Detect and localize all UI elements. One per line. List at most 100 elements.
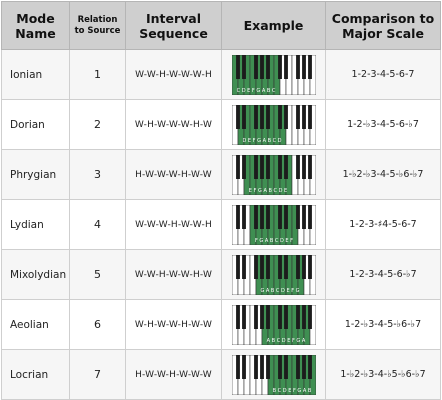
table-row: Locrian 7 H-W-W-H-W-W-W B C D E F G A B 1-♭2… bbox=[1, 349, 441, 400]
black-key bbox=[301, 204, 306, 229]
black-key bbox=[241, 104, 246, 129]
header-row: Mode Name Relation to Source Interval Se… bbox=[1, 1, 441, 50]
black-key bbox=[295, 54, 300, 79]
example-cell: G A B C D E F G bbox=[221, 249, 326, 300]
mode-name-cell: Locrian bbox=[1, 349, 70, 400]
black-key bbox=[295, 254, 300, 279]
black-key bbox=[253, 154, 258, 179]
black-key bbox=[235, 104, 240, 129]
piano-keyboard-illustration: C D E F G A B C bbox=[231, 54, 316, 95]
black-key bbox=[283, 254, 288, 279]
black-key bbox=[241, 204, 246, 229]
piano-keyboard-illustration: D E F G A B C D bbox=[231, 104, 316, 145]
major-scale-comparison-cell: 1-2-♭3-4-5-6-♭7 bbox=[325, 99, 441, 150]
black-key bbox=[307, 104, 312, 129]
black-key bbox=[265, 354, 270, 379]
header-interval: Interval Sequence bbox=[125, 1, 222, 50]
interval-sequence-cell: H-W-W-W-H-W-W bbox=[125, 149, 222, 200]
black-key bbox=[307, 254, 312, 279]
relation-cell: 6 bbox=[69, 299, 126, 350]
header-comparison: Comparison to Major Scale bbox=[325, 1, 441, 50]
table-row: Aeolian 6 W-H-W-W-H-W-W A B C D E F G A 1-2-… bbox=[1, 299, 441, 350]
major-scale-comparison-cell: 1-2-3-♯4-5-6-7 bbox=[325, 199, 441, 250]
mode-name-cell: Lydian bbox=[1, 199, 70, 250]
example-cell: A B C D E F G A bbox=[221, 299, 326, 350]
black-key bbox=[265, 254, 270, 279]
black-key bbox=[235, 154, 240, 179]
black-key bbox=[253, 54, 258, 79]
black-key bbox=[235, 354, 240, 379]
interval-sequence-cell: W-H-W-W-H-W-W bbox=[125, 299, 222, 350]
example-cell: C D E F G A B C bbox=[221, 49, 326, 100]
major-scale-comparison-cell: 1-2-3-4-5-6-♭7 bbox=[325, 249, 441, 300]
black-key bbox=[307, 204, 312, 229]
interval-sequence-cell: W-W-H-W-W-W-H bbox=[125, 49, 222, 100]
mode-name-cell: Dorian bbox=[1, 99, 70, 150]
black-key bbox=[265, 204, 270, 229]
black-key bbox=[301, 254, 306, 279]
example-cell: B C D E F G A B bbox=[221, 349, 326, 400]
keyboard-note-labels: E F G A B C D E bbox=[248, 188, 286, 194]
keyboard-note-labels: A B C D E F G A bbox=[266, 338, 305, 344]
mode-name-cell: Aeolian bbox=[1, 299, 70, 350]
major-scale-comparison-cell: 1-♭2-♭3-4-5-♭6-♭7 bbox=[325, 149, 441, 200]
black-key bbox=[301, 104, 306, 129]
black-key bbox=[259, 104, 264, 129]
piano-keyboard-illustration: E F G A B C D E bbox=[231, 154, 316, 195]
header-example: Example bbox=[221, 1, 326, 50]
example-cell: F G A B C D E F bbox=[221, 199, 326, 250]
black-key bbox=[283, 154, 288, 179]
black-key bbox=[277, 354, 282, 379]
example-cell: E F G A B C D E bbox=[221, 149, 326, 200]
black-key bbox=[283, 204, 288, 229]
keyboard-note-labels: B C D E F G A B bbox=[272, 388, 311, 394]
table-row: Dorian 2 W-H-W-W-W-H-W D E F G A B C D 1-2-♭… bbox=[1, 99, 441, 150]
black-key bbox=[259, 54, 264, 79]
relation-cell: 5 bbox=[69, 249, 126, 300]
interval-sequence-cell: H-W-W-H-W-W-W bbox=[125, 349, 222, 400]
black-key bbox=[253, 254, 258, 279]
black-key bbox=[259, 354, 264, 379]
major-scale-comparison-cell: 1-2-♭3-4-5-♭6-♭7 bbox=[325, 299, 441, 350]
major-scale-comparison-cell: 1-♭2-♭3-4-♭5-♭6-♭7 bbox=[325, 349, 441, 400]
relation-cell: 1 bbox=[69, 49, 126, 100]
black-key bbox=[253, 204, 258, 229]
relation-cell: 2 bbox=[69, 99, 126, 150]
keyboard-note-labels: F G A B C D E F bbox=[254, 238, 292, 244]
black-key bbox=[283, 354, 288, 379]
relation-cell: 7 bbox=[69, 349, 126, 400]
major-scale-comparison-cell: 1-2-3-4-5-6-7 bbox=[325, 49, 441, 100]
keyboard-note-labels: C D E F G A B C bbox=[236, 88, 275, 94]
black-key bbox=[307, 154, 312, 179]
black-key bbox=[253, 304, 258, 329]
black-key bbox=[265, 54, 270, 79]
black-key bbox=[241, 154, 246, 179]
black-key bbox=[241, 304, 246, 329]
keyboard-note-labels: D E F G A B C D bbox=[242, 138, 281, 144]
interval-sequence-cell: W-W-W-H-W-W-H bbox=[125, 199, 222, 250]
black-key bbox=[241, 54, 246, 79]
interval-sequence-cell: W-H-W-W-W-H-W bbox=[125, 99, 222, 150]
keyboard-note-labels: G A B C D E F G bbox=[260, 288, 299, 294]
black-key bbox=[265, 304, 270, 329]
mode-name-cell: Ionian bbox=[1, 49, 70, 100]
black-key bbox=[259, 154, 264, 179]
black-key bbox=[301, 154, 306, 179]
interval-sequence-cell: W-W-H-W-W-H-W bbox=[125, 249, 222, 300]
table-row: Ionian 1 W-W-H-W-W-W-H C D E F G A B C 1-2-3… bbox=[1, 49, 441, 100]
black-key bbox=[277, 254, 282, 279]
black-key bbox=[277, 104, 282, 129]
table-row: Mixolydian 5 W-W-H-W-W-H-W G A B C D E F G 1… bbox=[1, 249, 441, 300]
black-key bbox=[277, 204, 282, 229]
black-key bbox=[259, 304, 264, 329]
black-key bbox=[301, 304, 306, 329]
black-key bbox=[295, 154, 300, 179]
black-key bbox=[241, 254, 246, 279]
table-row: Phrygian 3 H-W-W-W-H-W-W E F G A B C D E 1-♭… bbox=[1, 149, 441, 200]
black-key bbox=[235, 54, 240, 79]
black-key bbox=[295, 304, 300, 329]
black-key bbox=[283, 54, 288, 79]
black-key bbox=[307, 54, 312, 79]
